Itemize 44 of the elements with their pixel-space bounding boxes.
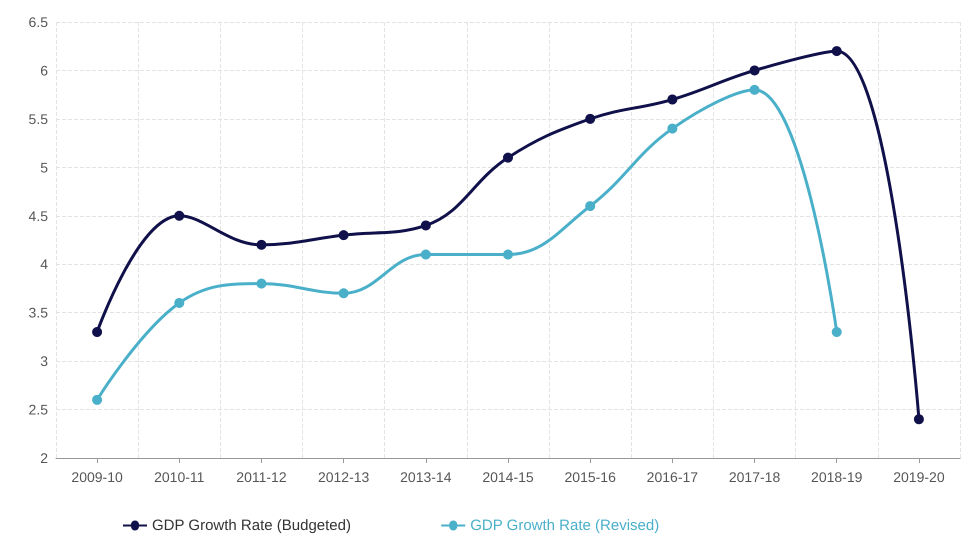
y-tick-label: 3 — [40, 353, 48, 370]
point — [503, 250, 513, 260]
y-tick-label: 4.5 — [28, 208, 48, 224]
point — [174, 210, 184, 221]
x-tick-label: 2015-16 — [564, 469, 616, 485]
point — [256, 278, 266, 289]
x-tick-label: 2018-19 — [811, 469, 863, 485]
y-tick-label: 5.5 — [28, 110, 48, 127]
point — [667, 124, 678, 134]
point — [338, 288, 349, 298]
point — [832, 327, 842, 338]
x-tick-label: 2017-18 — [728, 469, 780, 485]
y-tick-label: 6.5 — [28, 14, 48, 30]
x-tick-label: 2016-17 — [646, 469, 698, 485]
point — [420, 220, 431, 230]
point — [92, 394, 102, 405]
x-tick-label: 2019-20 — [893, 469, 945, 485]
legend-label: GDP Growth Rate (Budgeted) — [152, 517, 351, 534]
x-tick-label: 2014-15 — [482, 469, 534, 485]
point — [420, 250, 431, 260]
y-tick-label: 4 — [40, 256, 48, 272]
legend-label: GDP Growth Rate (Revised) — [470, 517, 660, 534]
x-tick-label: 2011-12 — [236, 469, 287, 485]
y-tick-label: 3.5 — [28, 304, 48, 321]
point — [914, 414, 924, 424]
y-tick-label: 2 — [40, 450, 48, 466]
y-tick-label: 2.5 — [28, 402, 48, 418]
point — [174, 298, 184, 308]
point — [750, 65, 760, 76]
x-tick-label: 2010-11 — [154, 469, 205, 485]
point — [503, 152, 513, 163]
y-tick-label: 6 — [40, 62, 48, 78]
y-tick-label: 5 — [40, 159, 48, 176]
point — [256, 240, 266, 250]
point — [338, 230, 349, 240]
point — [585, 201, 596, 212]
point — [832, 46, 842, 56]
x-tick-label: 2009-10 — [71, 469, 123, 485]
x-tick-label: 2013-14 — [400, 469, 452, 485]
point — [667, 94, 678, 105]
point — [92, 327, 102, 338]
point — [585, 114, 596, 124]
point — [750, 84, 760, 95]
x-tick-label: 2012-13 — [318, 469, 370, 485]
